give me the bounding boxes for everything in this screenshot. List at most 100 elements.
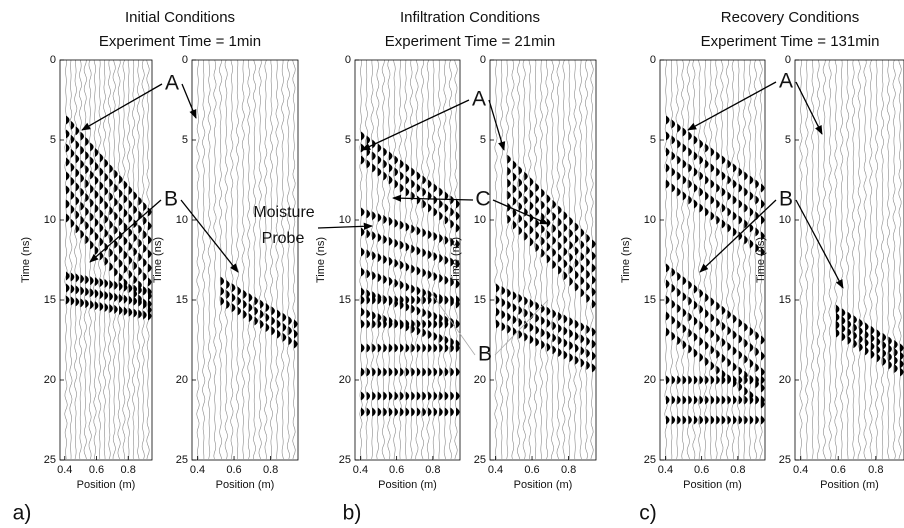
lobe — [524, 231, 528, 241]
lobe — [400, 220, 404, 230]
lobe — [535, 337, 540, 347]
trace — [426, 59, 430, 460]
lobe — [592, 299, 596, 309]
y-tick-label: 0 — [650, 54, 656, 66]
lobe — [80, 274, 84, 284]
lobe — [388, 407, 393, 417]
lobe — [428, 179, 432, 189]
lobe — [70, 190, 75, 200]
lobe — [580, 228, 585, 238]
plot-frame — [659, 59, 766, 461]
lobe — [518, 214, 523, 224]
lobe — [85, 137, 89, 147]
lobe — [450, 207, 454, 217]
lobe — [433, 319, 438, 329]
lobe — [388, 175, 393, 185]
lobe — [693, 199, 698, 209]
lobe — [575, 234, 579, 244]
lobe — [835, 304, 840, 314]
lobe — [66, 283, 70, 293]
lobe — [450, 295, 454, 305]
lobe — [716, 415, 720, 425]
trace — [218, 59, 223, 460]
trace — [799, 60, 803, 460]
lobe — [394, 258, 399, 268]
lobe — [128, 269, 133, 279]
lobe — [688, 415, 692, 425]
lobe — [835, 312, 840, 322]
lobe — [143, 286, 147, 296]
lobe — [75, 126, 80, 136]
lobe — [870, 341, 875, 351]
lobe — [558, 205, 562, 215]
lobe — [265, 303, 270, 313]
lobe — [138, 196, 142, 206]
lobe — [761, 247, 765, 257]
lobe — [682, 175, 687, 185]
lobe — [688, 195, 692, 205]
lobe — [749, 239, 754, 249]
lobe — [727, 395, 731, 405]
lobe — [569, 228, 573, 238]
lobe — [128, 255, 133, 265]
y-tick-label: 5 — [480, 134, 486, 146]
lobe — [90, 300, 94, 310]
lobe — [75, 182, 80, 192]
lobe — [428, 295, 432, 305]
lobe — [738, 199, 743, 209]
lobe — [882, 356, 887, 366]
trace — [235, 59, 240, 460]
lobe — [507, 214, 511, 224]
lobe — [677, 287, 681, 297]
lobe — [546, 218, 551, 228]
y-tick-label: 20 — [44, 374, 56, 386]
annotation: A — [165, 72, 179, 95]
lobe — [450, 407, 454, 417]
lobe — [688, 296, 692, 306]
trace — [759, 59, 763, 460]
lobe — [586, 245, 590, 255]
trace — [201, 59, 206, 459]
lobe — [104, 291, 109, 301]
lobe — [733, 227, 737, 237]
lobe — [400, 260, 404, 270]
lobe — [558, 241, 562, 251]
lobe — [677, 155, 681, 165]
lobe — [699, 203, 704, 213]
lobe — [66, 171, 70, 181]
wiggle-panel — [196, 59, 298, 460]
lobe — [552, 259, 556, 269]
lobe — [394, 167, 399, 177]
lobe — [716, 301, 720, 311]
lobe — [128, 283, 133, 293]
lobe — [66, 143, 70, 153]
lobe — [114, 169, 118, 179]
trace — [292, 59, 296, 460]
trace — [196, 60, 200, 460]
lobe — [94, 217, 99, 227]
lobe — [248, 313, 253, 323]
lobe — [80, 286, 84, 296]
lobe — [721, 187, 726, 197]
lobe — [524, 183, 528, 193]
trace — [404, 59, 408, 460]
lobe — [671, 135, 676, 145]
lobe — [666, 375, 670, 385]
lobe — [738, 318, 743, 328]
lobe — [422, 268, 426, 278]
annotation-arrow — [699, 199, 777, 273]
lobe — [80, 173, 84, 183]
trace — [494, 60, 498, 460]
lobe — [563, 338, 568, 348]
lobe — [66, 129, 70, 139]
lobe — [859, 318, 863, 328]
lobe — [900, 351, 904, 361]
y-tick-label: 0 — [480, 54, 486, 66]
lobe — [90, 198, 94, 208]
trace — [522, 59, 526, 460]
lobe — [133, 275, 138, 285]
lobe — [456, 279, 460, 289]
lobe — [721, 337, 726, 347]
lobe — [518, 226, 523, 236]
x-tick-label: 0.8 — [730, 464, 745, 476]
